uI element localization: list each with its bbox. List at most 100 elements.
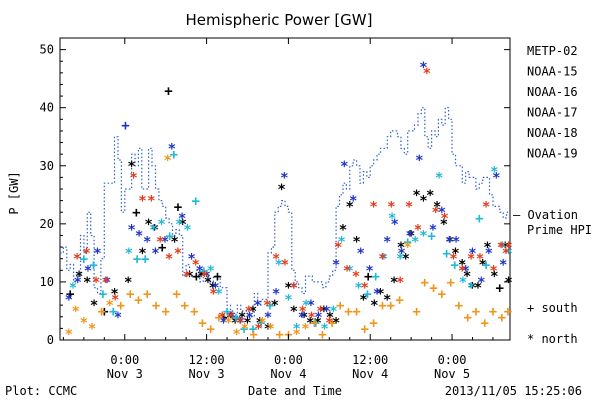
point-metp-02: + [213, 269, 221, 285]
point-noaa-16: + [109, 304, 117, 320]
point-metp-02: * [83, 275, 91, 291]
point-metp-02: * [314, 316, 322, 332]
point-noaa-19: * [369, 199, 377, 215]
point-noaa-18: + [429, 281, 437, 297]
point-noaa-16: + [427, 228, 435, 244]
point-noaa-15: * [103, 275, 111, 291]
y-tick-label: 10 [40, 275, 54, 289]
point-noaa-18: + [328, 316, 336, 332]
legend-ovation-line1: — Ovation [513, 208, 578, 222]
point-metp-02: * [284, 281, 292, 297]
point-noaa-18: * [258, 316, 266, 332]
point-noaa-18: + [455, 298, 463, 314]
point-noaa-18: + [489, 304, 497, 320]
point-noaa-18: + [344, 304, 352, 320]
point-metp-02: * [197, 269, 205, 285]
point-noaa-16: * [69, 281, 77, 297]
point-noaa-16: * [284, 292, 292, 308]
point-noaa-19: * [165, 252, 173, 268]
point-noaa-15: * [383, 234, 391, 250]
point-noaa-19: * [245, 304, 253, 320]
point-noaa-19: * [111, 292, 119, 308]
point-noaa-18: + [116, 298, 124, 314]
point-metp-02: * [390, 275, 398, 291]
point-noaa-19: * [92, 275, 100, 291]
point-metp-02: * [264, 321, 272, 337]
point-noaa-19: * [156, 234, 164, 250]
point-noaa-16: + [404, 234, 412, 250]
point-noaa-18: + [161, 304, 169, 320]
point-metp-02: + [364, 269, 372, 285]
point-noaa-18: * [88, 321, 96, 337]
point-noaa-15: * [168, 141, 176, 157]
point-noaa-18: * [241, 321, 249, 337]
legend-ovation-line2: Prime HPI [527, 223, 592, 237]
point-noaa-15: * [178, 211, 186, 227]
legend-north: * north [527, 332, 578, 346]
x-tick-date: Nov 5 [434, 367, 470, 381]
point-noaa-18: + [318, 327, 326, 343]
point-noaa-15: * [419, 60, 427, 76]
point-metp-02: * [412, 188, 420, 204]
legend-south: + south [527, 301, 578, 315]
point-noaa-19: * [449, 252, 457, 268]
x-tick-time: 0:00 [110, 353, 139, 367]
point-noaa-15: * [452, 234, 460, 250]
point-noaa-18: * [224, 316, 232, 332]
point-noaa-18: + [143, 287, 151, 303]
y-tick-label: 40 [40, 101, 54, 115]
point-noaa-19: * [82, 246, 90, 262]
point-noaa-16: + [200, 263, 208, 279]
point-noaa-18: + [504, 304, 512, 320]
point-noaa-18: + [336, 298, 344, 314]
point-metp-02: * [124, 275, 132, 291]
point-noaa-18: + [378, 298, 386, 314]
point-noaa-15: * [93, 246, 101, 262]
point-noaa-19: * [101, 275, 109, 291]
point-metp-02: * [290, 304, 298, 320]
point-metp-02: * [326, 310, 334, 326]
x-tick-date: Nov 4 [270, 367, 306, 381]
point-noaa-18: + [126, 287, 134, 303]
point-metp-02: * [144, 217, 152, 233]
x-tick-date: Nov 3 [107, 367, 143, 381]
point-noaa-18: + [310, 316, 318, 332]
point-noaa-15: * [280, 170, 288, 186]
point-noaa-15: * [245, 310, 253, 326]
point-metp-02: * [426, 188, 434, 204]
point-metp-02: * [75, 269, 83, 285]
point-noaa-15: * [477, 275, 485, 291]
legend-item-noaa-18: NOAA-18 [527, 126, 578, 140]
point-noaa-16: + [141, 252, 149, 268]
point-noaa-16: + [371, 269, 379, 285]
y-tick-label: 50 [40, 43, 54, 57]
point-noaa-16: * [388, 211, 396, 227]
point-noaa-15: * [322, 304, 330, 320]
point-noaa-16: * [490, 165, 498, 181]
point-noaa-15: * [373, 287, 381, 303]
point-noaa-18: * [404, 240, 412, 256]
point-noaa-19: * [378, 252, 386, 268]
point-noaa-15: * [65, 292, 73, 308]
point-noaa-19: * [361, 281, 369, 297]
point-noaa-15: * [161, 234, 169, 250]
point-noaa-15: * [415, 153, 423, 169]
x-tick-time: 12:00 [189, 353, 225, 367]
x-tick-time: 12:00 [352, 353, 388, 367]
point-metp-02: * [243, 316, 251, 332]
legend-series: METP-02 NOAA-15 NOAA-16 NOAA-17 NOAA-18 NOAA-… [527, 44, 578, 161]
point-noaa-16: * [157, 217, 165, 233]
point-noaa-15: * [196, 263, 204, 279]
point-noaa-18: * [292, 327, 300, 343]
point-noaa-18: + [464, 310, 472, 326]
point-noaa-19: * [236, 316, 244, 332]
point-noaa-16: + [240, 321, 248, 337]
point-metp-02: * [346, 199, 354, 215]
point-metp-02: * [320, 304, 328, 320]
point-noaa-15: * [114, 310, 122, 326]
point-noaa-16: * [302, 298, 310, 314]
point-noaa-19: * [396, 275, 404, 291]
point-noaa-18: + [421, 275, 429, 291]
point-noaa-16: * [346, 263, 354, 279]
point-noaa-16: + [133, 252, 141, 268]
